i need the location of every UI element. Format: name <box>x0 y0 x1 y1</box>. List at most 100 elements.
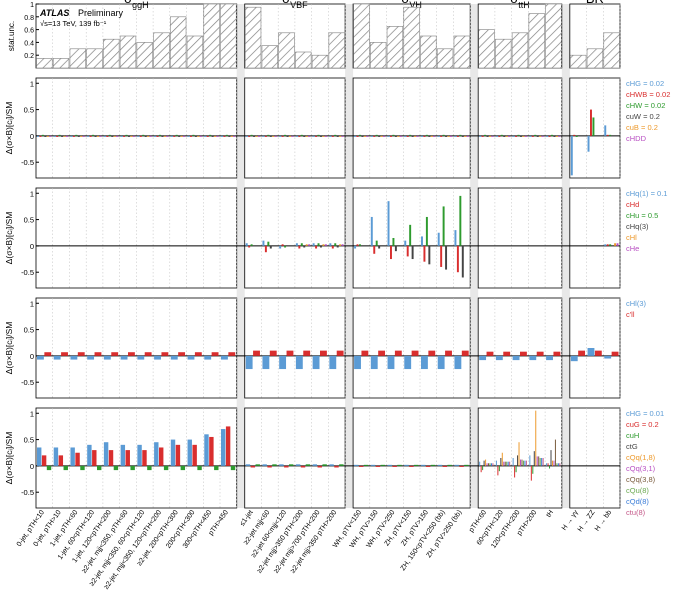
svg-text:1: 1 <box>30 409 34 418</box>
legend-entry: cHG = 0.01 <box>626 409 664 418</box>
impact-bar <box>209 135 211 136</box>
impact-bar <box>548 463 549 466</box>
impact-bar <box>523 461 524 466</box>
impact-bar <box>479 136 481 137</box>
impact-bar <box>70 136 72 137</box>
impact-bar <box>390 136 392 137</box>
legend-entry: cuG = 0.2 <box>626 420 659 429</box>
impact-bar <box>496 461 497 466</box>
impact-bar <box>116 136 118 137</box>
impact-bar <box>522 136 524 137</box>
impact-bar <box>540 458 541 466</box>
impact-bar <box>592 117 594 135</box>
impact-bar <box>64 466 68 470</box>
impact-bar <box>320 136 322 137</box>
impact-bar <box>176 135 178 136</box>
impact-bar <box>315 246 317 249</box>
impact-bar <box>357 136 359 137</box>
impact-bar <box>361 351 368 356</box>
impact-bar <box>270 351 277 356</box>
impact-bar <box>454 136 456 137</box>
impact-bar <box>70 356 77 360</box>
impact-bar <box>284 466 288 468</box>
impact-bar <box>164 136 166 137</box>
impact-bar <box>337 351 344 356</box>
impact-bar <box>388 136 390 137</box>
legend-entry: cQd(8) <box>626 497 649 506</box>
impact-bar <box>409 466 413 467</box>
impact-bar <box>506 462 507 466</box>
impact-bar <box>409 225 411 246</box>
svg-text:-0.5: -0.5 <box>21 158 34 167</box>
impact-bar <box>320 246 322 248</box>
impact-bar <box>555 440 556 466</box>
impact-bar <box>221 429 225 466</box>
impact-bar <box>83 136 85 137</box>
impact-bar <box>534 451 535 466</box>
impact-bar <box>289 136 291 137</box>
legend-entry: cHl <box>626 233 637 242</box>
impact-bar <box>296 136 298 137</box>
legend-entry: cuH <box>626 431 639 440</box>
impact-bar <box>354 136 356 137</box>
impact-bar <box>524 461 525 466</box>
impact-bar <box>262 356 269 369</box>
impact-bar <box>200 136 202 137</box>
group-label: σttH <box>510 0 530 10</box>
impact-bar <box>508 136 510 137</box>
impact-bar <box>535 411 536 466</box>
impact-bar <box>59 135 61 136</box>
impact-bar <box>145 352 152 356</box>
impact-bar <box>509 462 510 466</box>
impact-bar <box>417 136 419 137</box>
impact-bar <box>308 136 310 137</box>
impact-bar <box>517 455 518 466</box>
impact-bar <box>513 136 515 137</box>
impact-bar <box>371 356 378 369</box>
impact-bar <box>49 136 51 137</box>
impact-bar <box>537 352 544 356</box>
impact-bar <box>537 136 539 137</box>
impact-bar <box>556 463 557 466</box>
impact-bar <box>573 135 575 136</box>
impact-bar <box>137 445 141 466</box>
impact-bar <box>78 352 85 356</box>
impact-bar <box>318 243 320 246</box>
impact-bar <box>154 136 156 137</box>
impact-bar <box>246 464 250 466</box>
impact-bar <box>604 356 611 359</box>
impact-bar <box>130 136 132 137</box>
impact-bar <box>114 136 116 137</box>
impact-bar <box>390 246 392 259</box>
impact-bar <box>142 135 144 136</box>
impact-bar <box>392 238 394 246</box>
impact-bar <box>325 136 327 137</box>
impact-bar <box>448 136 450 137</box>
legend-entry: cHq(1) = 0.1 <box>626 189 667 198</box>
impact-bar <box>289 464 293 466</box>
impact-bar <box>279 136 281 137</box>
impact-bar <box>272 464 276 466</box>
impact-bar <box>104 356 111 360</box>
impact-bar <box>298 246 300 249</box>
impact-bar <box>301 243 303 246</box>
impact-bar <box>464 465 468 466</box>
legend-entry: c'll <box>626 310 635 319</box>
impact-bar <box>159 447 163 465</box>
impact-bar <box>576 136 578 137</box>
impact-bar <box>388 465 392 466</box>
impact-bar <box>161 136 163 137</box>
impact-bar <box>337 246 339 248</box>
impact-bar <box>226 426 230 465</box>
svg-text:0: 0 <box>30 242 34 251</box>
impact-bar <box>133 136 135 137</box>
impact-bar <box>95 136 97 137</box>
impact-bar <box>395 246 397 251</box>
impact-bar <box>549 136 551 137</box>
atlas-lumi: √s=13 TeV, 139 fb⁻¹ <box>40 19 107 28</box>
impact-bar <box>454 356 461 369</box>
legend-entry: cQq(3,1) <box>626 464 656 473</box>
impact-bar <box>551 450 552 466</box>
impact-bar <box>258 136 260 137</box>
impact-bar <box>188 356 195 360</box>
